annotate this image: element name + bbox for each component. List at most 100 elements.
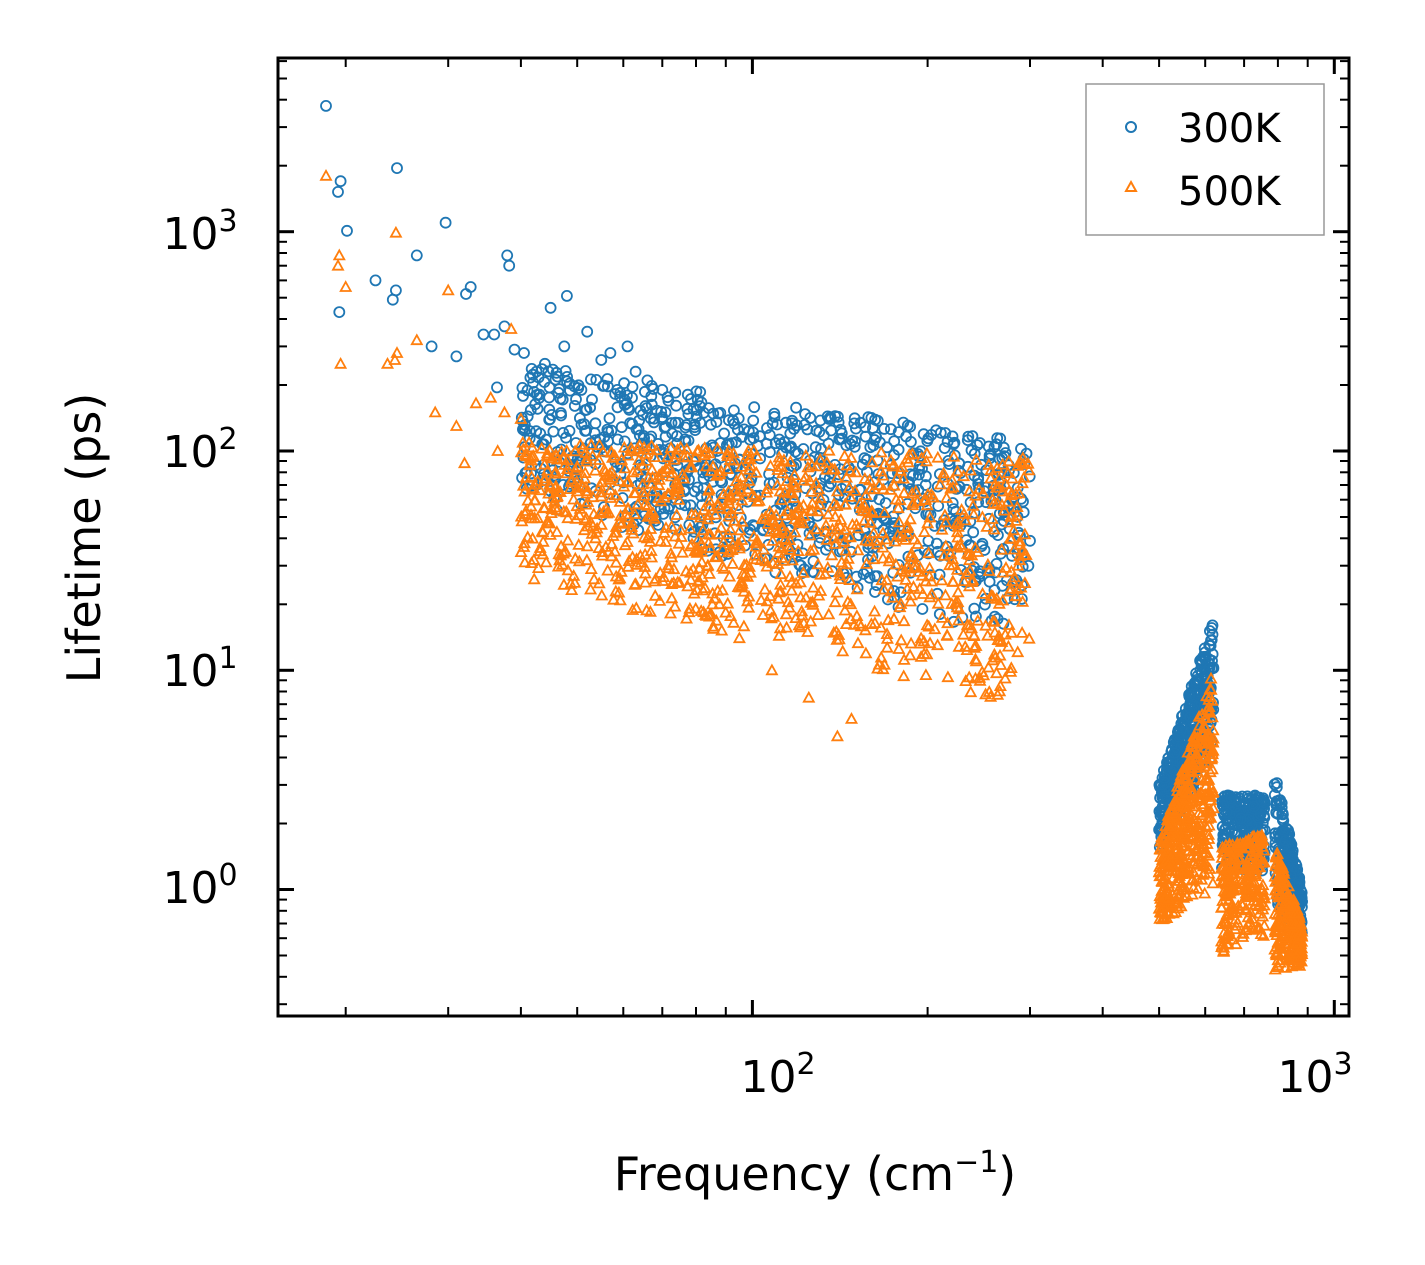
data-point-500K (1007, 570, 1021, 583)
data-point-500K (638, 498, 652, 510)
data-point-500K (1288, 907, 1302, 919)
data-point-500K (1005, 471, 1019, 484)
data-point-500K (876, 551, 890, 564)
data-point-300K (913, 463, 925, 476)
data-point-300K (747, 414, 760, 427)
data-point-300K (1233, 807, 1246, 819)
data-point-300K (744, 433, 756, 446)
data-point-500K (665, 577, 679, 589)
data-point-500K (595, 588, 609, 601)
data-point-300K (679, 421, 692, 434)
data-point-500K (1206, 731, 1220, 744)
data-point-500K (877, 505, 892, 518)
data-point-300K (585, 373, 597, 386)
data-point-500K (1155, 874, 1169, 887)
data-point-500K (966, 498, 980, 511)
data-point-500K (874, 620, 888, 633)
data-point-300K (1268, 778, 1281, 791)
data-point-500K (1022, 463, 1036, 476)
data-point-300K (913, 468, 925, 481)
data-point-500K (783, 543, 797, 555)
data-point-300K (334, 175, 347, 188)
data-point-500K (659, 462, 673, 475)
data-point-500K (952, 602, 966, 615)
data-point-500K (811, 557, 825, 570)
data-point-500K (1269, 848, 1283, 861)
data-point-300K (572, 382, 585, 395)
data-point-500K (785, 553, 799, 566)
data-point-500K (1168, 905, 1183, 917)
data-point-500K (727, 453, 741, 466)
data-point-500K (949, 517, 963, 529)
data-point-300K (783, 441, 796, 454)
data-point-500K (944, 481, 958, 494)
data-point-500K (766, 534, 780, 546)
data-point-500K (515, 514, 529, 527)
data-point-500K (625, 520, 639, 532)
data-point-500K (1017, 457, 1031, 470)
data-point-300K (722, 438, 735, 450)
data-point-500K (1198, 886, 1212, 899)
data-point-500K (1004, 625, 1019, 638)
data-point-300K (389, 284, 402, 297)
data-point-500K (554, 548, 568, 561)
data-point-500K (621, 559, 635, 572)
data-point-500K (1179, 772, 1193, 785)
data-point-500K (905, 447, 919, 460)
data-point-500K (1192, 806, 1206, 818)
data-point-500K (1170, 856, 1184, 869)
data-point-500K (665, 519, 679, 532)
data-point-500K (892, 515, 906, 528)
data-point-500K (1195, 872, 1209, 885)
data-point-500K (594, 485, 608, 498)
data-point-300K (524, 371, 537, 384)
data-point-500K (1279, 885, 1293, 898)
data-point-500K (963, 563, 977, 576)
data-point-500K (1182, 819, 1196, 832)
data-point-300K (1168, 747, 1181, 759)
data-point-300K (553, 383, 566, 396)
data-point-500K (545, 502, 559, 515)
data-point-500K (731, 580, 745, 592)
data-point-500K (554, 444, 569, 457)
data-point-500K (565, 472, 579, 485)
data-point-500K (1018, 527, 1032, 540)
data-point-500K (526, 531, 540, 544)
data-point-500K (887, 612, 901, 624)
data-point-500K (804, 544, 818, 556)
data-point-500K (984, 588, 998, 601)
data-point-500K (531, 561, 545, 573)
data-point-500K (659, 535, 673, 547)
data-point-500K (867, 482, 881, 494)
data-point-500K (900, 560, 914, 572)
data-point-500K (629, 577, 643, 589)
data-point-500K (704, 607, 718, 620)
data-point-500K (669, 447, 683, 460)
data-point-300K (561, 289, 573, 302)
data-point-300K (1257, 792, 1270, 805)
data-point-500K (791, 544, 805, 556)
data-point-500K (833, 572, 847, 584)
data-point-300K (857, 568, 870, 580)
data-point-500K (1274, 896, 1288, 909)
data-point-500K (1224, 898, 1239, 911)
data-point-500K (674, 440, 688, 453)
data-point-500K (1197, 719, 1211, 731)
data-point-500K (626, 465, 640, 478)
data-point-500K (729, 488, 743, 501)
data-point-500K (940, 629, 954, 641)
data-point-500K (331, 258, 345, 271)
data-point-500K (1013, 534, 1027, 547)
data-point-500K (567, 569, 581, 581)
y-tick-label-100: 102 (162, 422, 237, 478)
data-point-500K (935, 522, 949, 535)
data-point-500K (1186, 872, 1200, 885)
data-point-500K (785, 575, 799, 588)
data-point-500K (996, 593, 1010, 606)
data-point-500K (514, 412, 528, 424)
data-point-300K (659, 406, 672, 419)
data-point-500K (1201, 848, 1215, 861)
data-point-500K (380, 356, 395, 369)
data-point-500K (767, 610, 781, 622)
data-point-300K (1279, 834, 1292, 847)
